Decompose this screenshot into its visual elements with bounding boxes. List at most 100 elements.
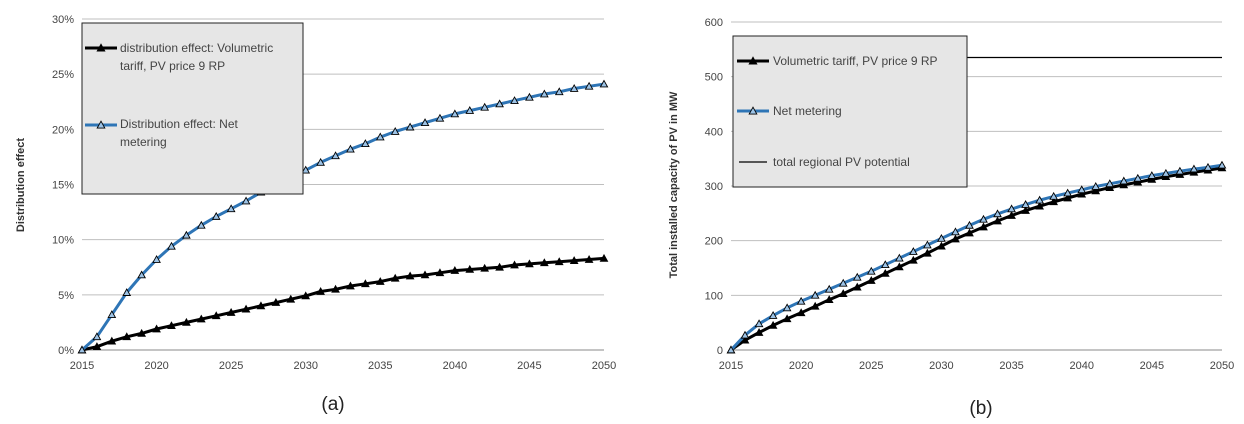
chart-b-series-2-point <box>1133 173 1143 182</box>
chart-a-x-tick-label: 2040 <box>443 360 467 372</box>
chart-b-series-2-point <box>1105 179 1115 188</box>
chart-b-series-2-point <box>1007 204 1016 213</box>
chart-a-series-2-point <box>569 83 579 92</box>
chart-a-series-1-point <box>137 328 147 337</box>
chart-b-y-tick-label: 300 <box>705 181 723 193</box>
chart-b-legend: Volumetric tariff, PV price 9 RP Net met… <box>732 35 968 188</box>
chart-a-series <box>77 79 609 354</box>
chart-a-series-1-point <box>569 256 579 264</box>
chart-b-series-1-point <box>1091 186 1101 195</box>
chart-a-legend-entry-2: Distribution effect: Net <box>120 117 238 131</box>
chart-a-series-1-point <box>331 284 340 293</box>
chart-a-legend-icons <box>85 43 117 129</box>
chart-b-series-2-point <box>1021 200 1030 208</box>
chart-b-series-1-point <box>923 248 932 257</box>
chart-a-series-1-point <box>152 324 161 333</box>
chart-b-series-2-point <box>754 319 764 328</box>
chart-a-series-1-point <box>182 317 191 326</box>
chart-a-x-tick-label: 2045 <box>517 360 541 372</box>
chart-a-x-tick-label: 2050 <box>592 360 616 372</box>
chart-b-series-2-point <box>993 209 1002 218</box>
chart-a-series-2-point <box>196 220 206 229</box>
chart-a-series-1-point <box>196 314 206 323</box>
chart-a-series-2-point <box>107 310 117 319</box>
chart-b-series-1-point <box>993 216 1002 225</box>
chart-a-series-2-point <box>152 255 161 263</box>
chart-a-legend-icon-1-marker <box>96 43 106 52</box>
chart-b-x-tick-labels: 2015 2020 2025 2030 2035 2040 2045 2050 <box>719 360 1234 372</box>
chart-a-y-tick-label: 5% <box>58 290 74 302</box>
chart-a-series-1-point <box>211 311 221 320</box>
chart-a-series-1-point <box>122 332 132 341</box>
chart-b-series-1-point <box>909 255 918 264</box>
chart-a-series-2-point <box>226 204 236 213</box>
chart-a-series-2-point <box>495 99 504 108</box>
chart-b-series-1-point <box>1021 206 1030 214</box>
chart-b-legend-icon-1-marker <box>748 56 758 65</box>
chart-b-series-1-point <box>894 262 904 271</box>
chart-b-y-tick-label: 600 <box>705 17 723 29</box>
chart-b-series-1-line <box>730 166 1223 352</box>
chart-a-series-2-point <box>584 81 594 90</box>
chart-a-series-2-point <box>316 157 325 166</box>
chart-b-series-1-point <box>1007 210 1016 219</box>
chart-b-x-tick-label: 2020 <box>789 360 813 372</box>
chart-a-y-tick-label: 30% <box>52 14 74 26</box>
chart-b-series-2-point <box>1147 171 1157 179</box>
chart-a-x-tick-label: 2025 <box>219 360 243 372</box>
chart-b-series-2-point <box>1077 185 1087 194</box>
chart-a-series-1-point <box>539 258 549 267</box>
chart-a-series-1-point <box>495 262 504 271</box>
chart-a-panel-label: (a) <box>321 394 344 415</box>
chart-b-series-1-point <box>768 320 778 329</box>
chart-b-x-tick-label: 2040 <box>1069 360 1093 372</box>
chart-b-series-2-point <box>1049 191 1059 200</box>
chart-a-series-1-point <box>435 268 445 277</box>
chart-a-series-2-point <box>77 345 87 354</box>
chart-b: 0 100 200 300 400 500 600 2015 2020 2025 2030 2035… <box>668 17 1234 419</box>
chart-b-series-2-point <box>1063 188 1073 197</box>
chart-a-y-tick-label: 25% <box>52 69 74 81</box>
chart-a-x-tick-label: 2015 <box>70 360 94 372</box>
chart-a-series-1-point <box>256 301 266 310</box>
chart-b-series-2-point <box>951 227 960 236</box>
chart-a-y-tick-label: 0% <box>58 345 74 357</box>
chart-b-series-1-point <box>965 228 974 237</box>
chart-a-series-1-point <box>301 291 311 300</box>
chart-b-series-1-point <box>824 295 834 304</box>
chart-a-series-2-point <box>211 211 221 220</box>
chart-a-legend-entry-1: distribution effect: Volumetric <box>120 41 273 55</box>
chart-a-series-1-point <box>599 253 609 262</box>
chart-a-series-1-point <box>390 273 400 282</box>
chart-b-legend-entry-3: total regional PV potential <box>773 155 910 169</box>
chart-a-legend-icon-2-marker <box>96 120 106 129</box>
chart-b-series-2-point <box>880 260 890 269</box>
chart-a-legend-entry-2-cont: metering <box>120 135 167 149</box>
chart-b-series-1-point <box>1105 183 1115 191</box>
chart-a-series-1-line <box>81 256 605 352</box>
chart-a-series-1-point <box>361 279 370 288</box>
chart-a-series-2-point <box>301 165 311 174</box>
chart-b-series-2-point <box>979 214 988 223</box>
chart-b-series-2-point <box>1217 160 1227 169</box>
chart-a-series-2-point <box>554 87 564 96</box>
chart-a-series-1-point <box>510 260 519 269</box>
chart-b-legend-box <box>732 35 968 188</box>
chart-a-series-1-point <box>525 259 534 268</box>
chart-b-series-2-point <box>1203 162 1213 171</box>
chart-b-series-1-point <box>1147 174 1157 183</box>
chart-b-series-1-point <box>1049 197 1059 206</box>
chart-a-x-tick-label: 2035 <box>368 360 392 372</box>
chart-b-series-1-point <box>838 289 848 298</box>
chart-a-series-2-point <box>182 230 191 239</box>
chart-a-series-1-point <box>375 277 385 285</box>
chart-b-y-tick-label: 200 <box>705 236 723 248</box>
chart-a-series-2-point <box>525 92 534 101</box>
chart-b-y-tick-labels: 0 100 200 300 400 500 600 <box>705 17 723 357</box>
chart-a-series-2-point <box>450 109 460 118</box>
chart-a-series-1-point <box>405 271 415 280</box>
chart-a-series-2-point <box>599 79 609 88</box>
chart-b-series-1-point <box>852 282 862 291</box>
chart-a-series-2-point <box>375 132 385 141</box>
chart-a-series-1-point <box>316 286 325 295</box>
